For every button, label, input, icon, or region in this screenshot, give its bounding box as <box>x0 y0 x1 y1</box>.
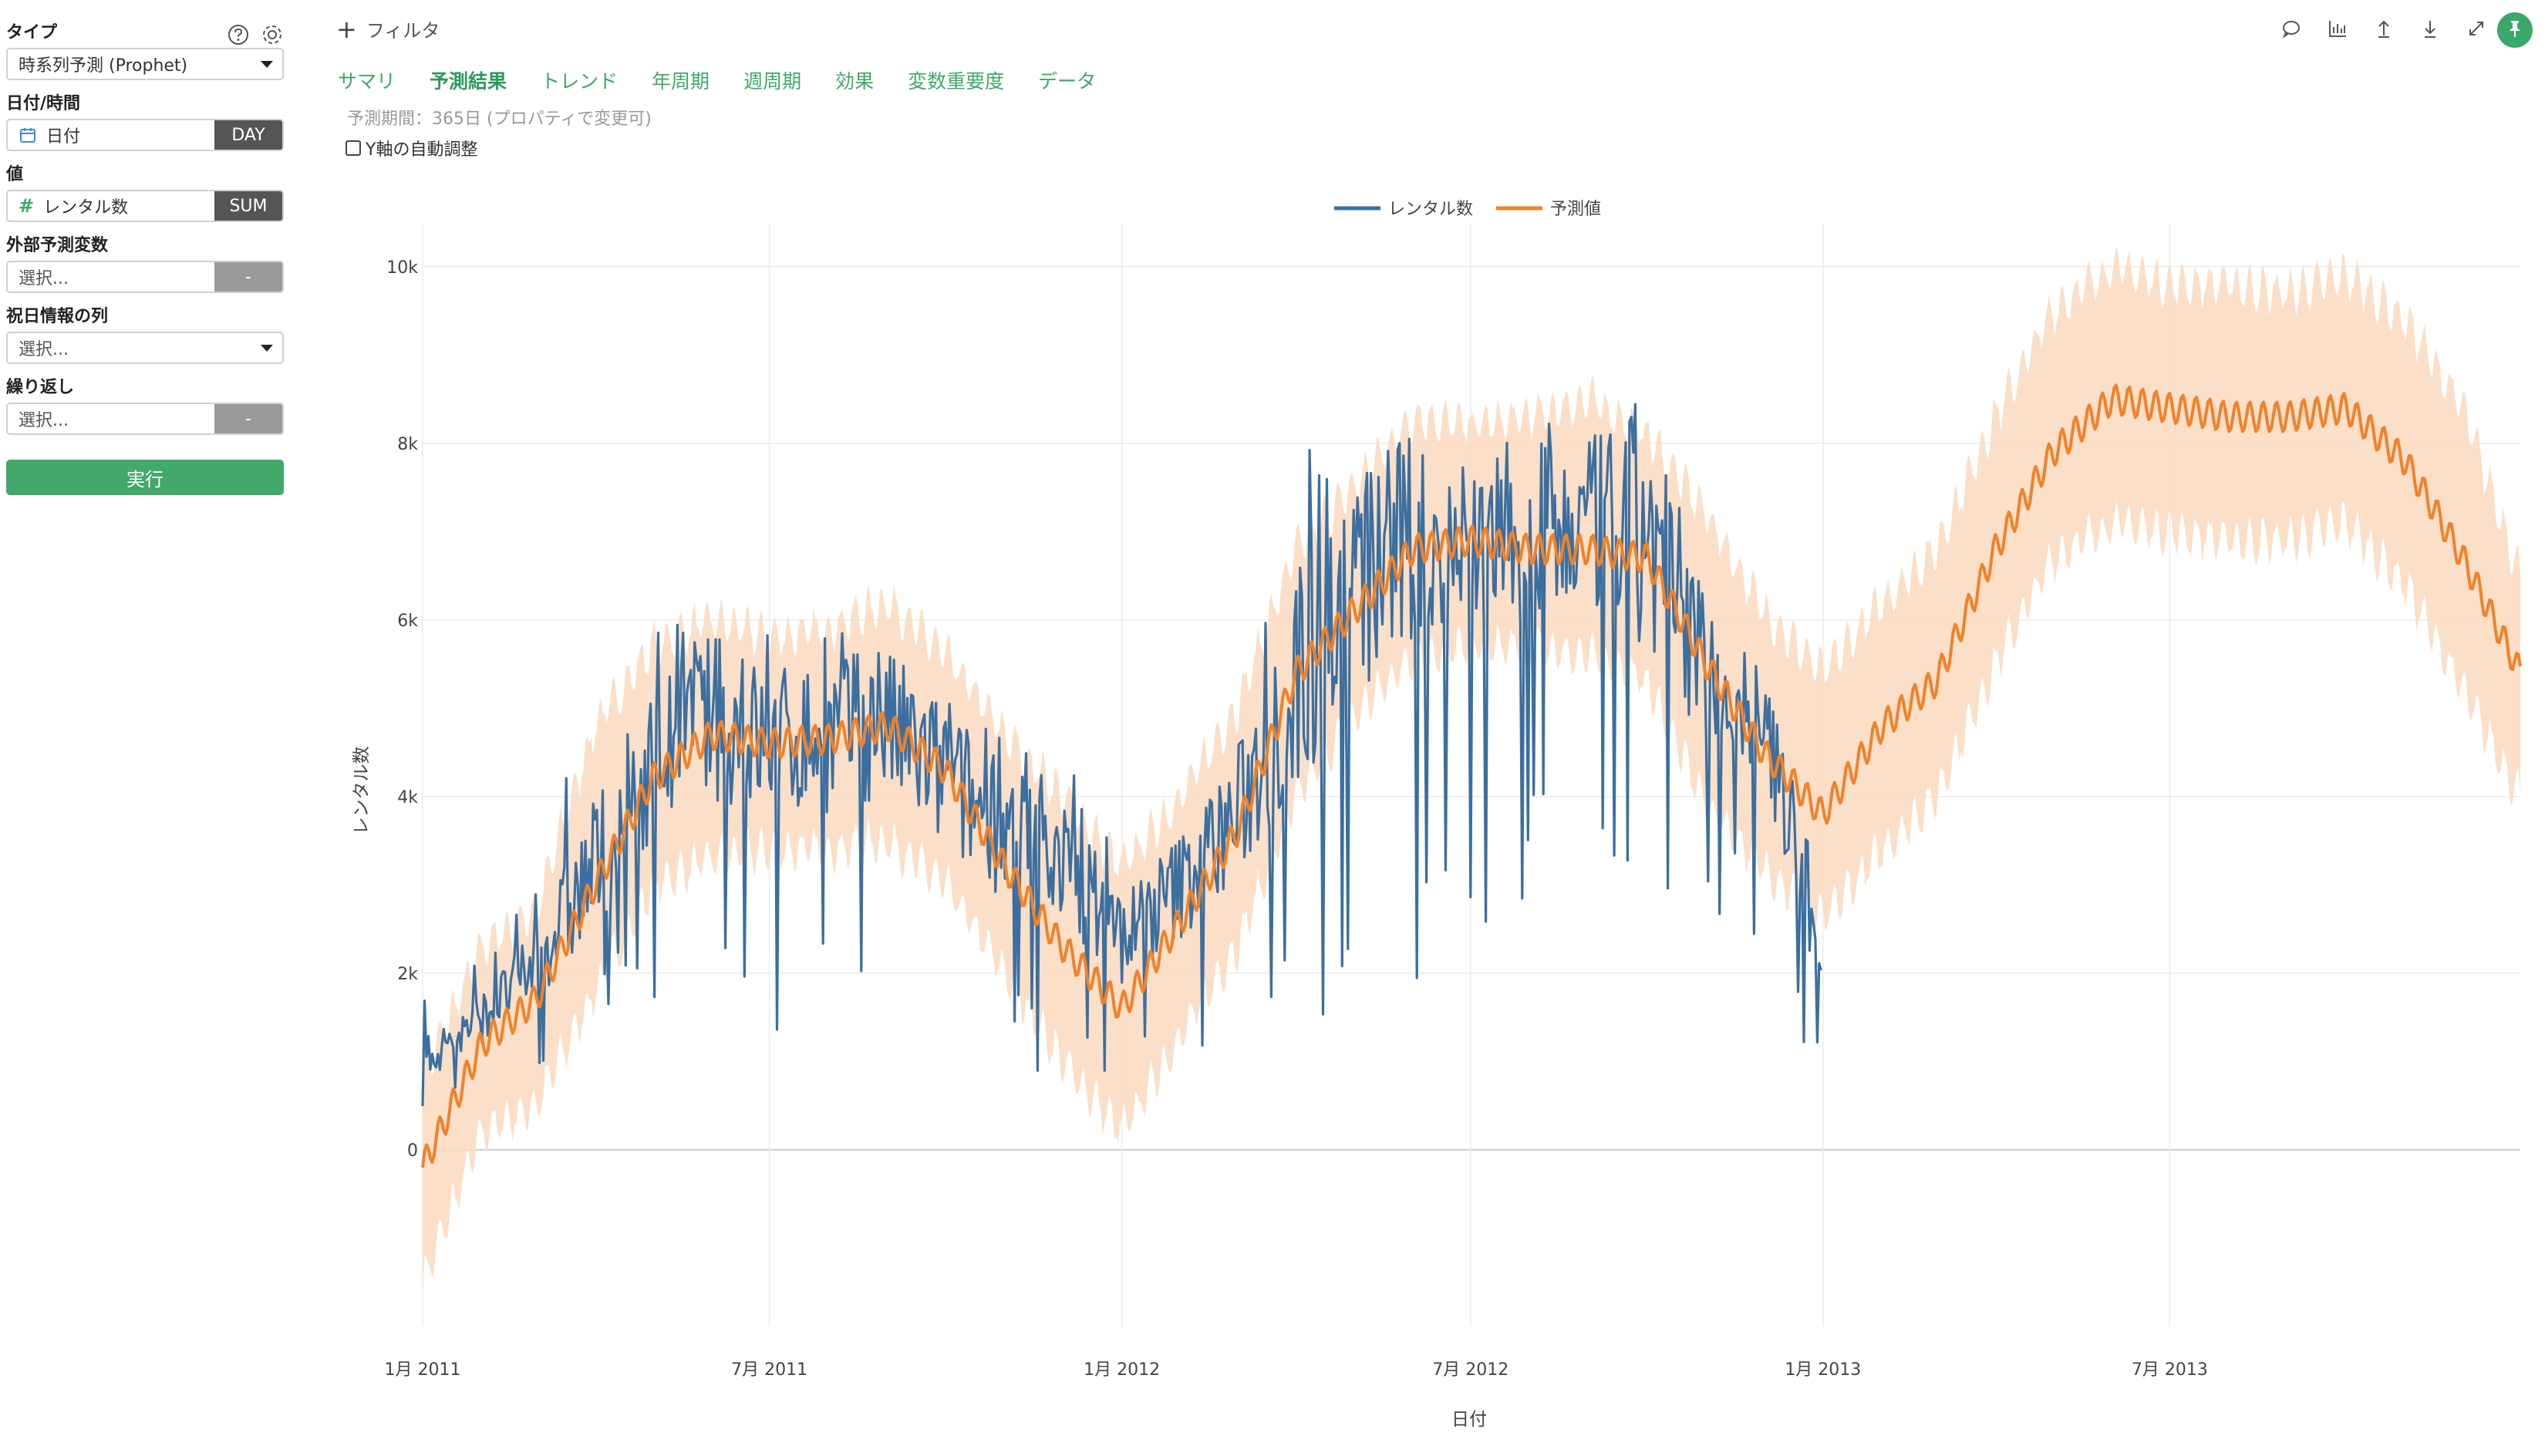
y-axis-auto-label: Y軸の自動調整 <box>366 140 478 160</box>
chart-axes: 0 2k 4k 6k 8k 10k 1月 2011 7月 2011 1月 2012 7月 2012… <box>385 258 2208 1380</box>
download-icon[interactable] <box>2419 17 2442 40</box>
y-axis-auto-checkbox[interactable] <box>346 140 361 156</box>
chart-series <box>421 383 2522 1168</box>
regressor-field[interactable]: 選択... - <box>6 261 284 293</box>
tab-data[interactable]: データ <box>1038 70 1097 93</box>
y-tick-label: 0 <box>407 1141 418 1161</box>
chart-legend[interactable]: レンタル数 予測値 <box>1334 200 1601 219</box>
x-tick-label: 1月 2011 <box>385 1360 461 1380</box>
pin-icon <box>2505 19 2525 42</box>
calendar-icon <box>19 126 37 144</box>
tab-weekly[interactable]: 週周期 <box>743 70 802 93</box>
datetime-label: 日付/時間 <box>6 94 81 113</box>
value-field[interactable]: # レンタル数 SUM <box>6 190 284 222</box>
x-tick-label: 1月 2013 <box>1785 1360 1861 1380</box>
x-tick-label: 7月 2011 <box>731 1360 807 1380</box>
settings-sidebar: タイプ 時系列予測 (Prophet) 日付/時間 日付 DAY 値 # レンタ… <box>6 15 284 495</box>
hash-icon: # <box>19 195 35 217</box>
tab-trend[interactable]: トレンド <box>541 70 619 93</box>
legend-label-actual[interactable]: レンタル数 <box>1388 200 1473 219</box>
regressor-placeholder: 選択... <box>19 269 69 288</box>
value-column: レンタル数 <box>43 198 129 217</box>
run-button[interactable]: 実行 <box>6 460 284 495</box>
repeat-placeholder: 選択... <box>19 411 69 430</box>
regressor-label: 外部予測変数 <box>6 236 109 255</box>
aggregation-button[interactable]: SUM <box>214 191 282 221</box>
regressor-agg-button[interactable]: - <box>214 262 282 292</box>
type-header: タイプ <box>6 22 284 45</box>
add-filter-button[interactable]: + フィルタ <box>336 15 440 42</box>
type-label: タイプ <box>6 23 58 42</box>
type-select[interactable]: 時系列予測 (Prophet) <box>6 48 284 80</box>
chevron-down-icon <box>261 60 273 68</box>
y-tick-label: 4k <box>397 788 418 807</box>
actual-series-line <box>421 403 1822 1107</box>
legend-label-forecast[interactable]: 予測値 <box>1550 200 1601 219</box>
value-label: 値 <box>6 165 24 184</box>
y-tick-label: 10k <box>386 258 418 278</box>
x-tick-label: 1月 2012 <box>1084 1360 1160 1380</box>
forecast-period-note: 予測期間：365日 (プロパティで変更可) <box>347 110 652 129</box>
repeat-field[interactable]: 選択... - <box>6 403 284 435</box>
y-axis-auto-toggle[interactable]: Y軸の自動調整 <box>346 136 477 160</box>
comment-icon[interactable] <box>2280 17 2303 40</box>
expand-icon[interactable] <box>2465 17 2488 40</box>
gear-icon[interactable] <box>261 23 284 46</box>
confidence-band-area <box>423 245 2520 1290</box>
tab-effect[interactable]: 効果 <box>835 70 875 93</box>
tab-variable-importance[interactable]: 変数重要度 <box>908 70 1005 93</box>
y-tick-label: 6k <box>397 612 418 631</box>
holiday-label: 祝日情報の列 <box>6 307 109 326</box>
pin-button[interactable] <box>2497 12 2533 48</box>
forecast-series-line <box>421 383 2522 1168</box>
filter-label: フィルタ <box>366 20 440 42</box>
holiday-placeholder: 選択... <box>19 340 69 359</box>
chevron-down-icon <box>261 344 273 352</box>
y-tick-label: 2k <box>397 965 418 984</box>
chart-icon[interactable] <box>2326 17 2349 40</box>
confidence-band <box>423 245 2520 1290</box>
upload-icon[interactable] <box>2372 17 2395 40</box>
holiday-select[interactable]: 選択... <box>6 332 284 364</box>
x-tick-label: 7月 2013 <box>2132 1360 2208 1380</box>
plus-icon: + <box>336 14 357 44</box>
type-select-value: 時系列予測 (Prophet) <box>19 56 188 76</box>
x-axis-title: 日付 <box>1451 1410 1487 1430</box>
tab-summary[interactable]: サマリ <box>338 70 396 93</box>
tab-forecast-result[interactable]: 予測結果 <box>430 70 507 93</box>
y-axis-title: レンタル数 <box>352 747 372 835</box>
datetime-field[interactable]: 日付 DAY <box>6 119 284 151</box>
x-tick-label: 7月 2012 <box>1432 1360 1508 1380</box>
datetime-value: 日付 <box>46 127 81 147</box>
tab-yearly[interactable]: 年周期 <box>652 70 710 93</box>
y-tick-label: 8k <box>397 435 418 454</box>
result-tabs: サマリ 予測結果 トレンド 年周期 週周期 効果 変数重要度 データ <box>338 66 1096 94</box>
repeat-agg-button[interactable]: - <box>214 404 282 433</box>
chart-toolbar <box>2280 17 2488 40</box>
help-icon[interactable] <box>227 23 250 46</box>
datetime-granularity-button[interactable]: DAY <box>214 120 282 150</box>
repeat-label: 繰り返し <box>6 378 75 397</box>
